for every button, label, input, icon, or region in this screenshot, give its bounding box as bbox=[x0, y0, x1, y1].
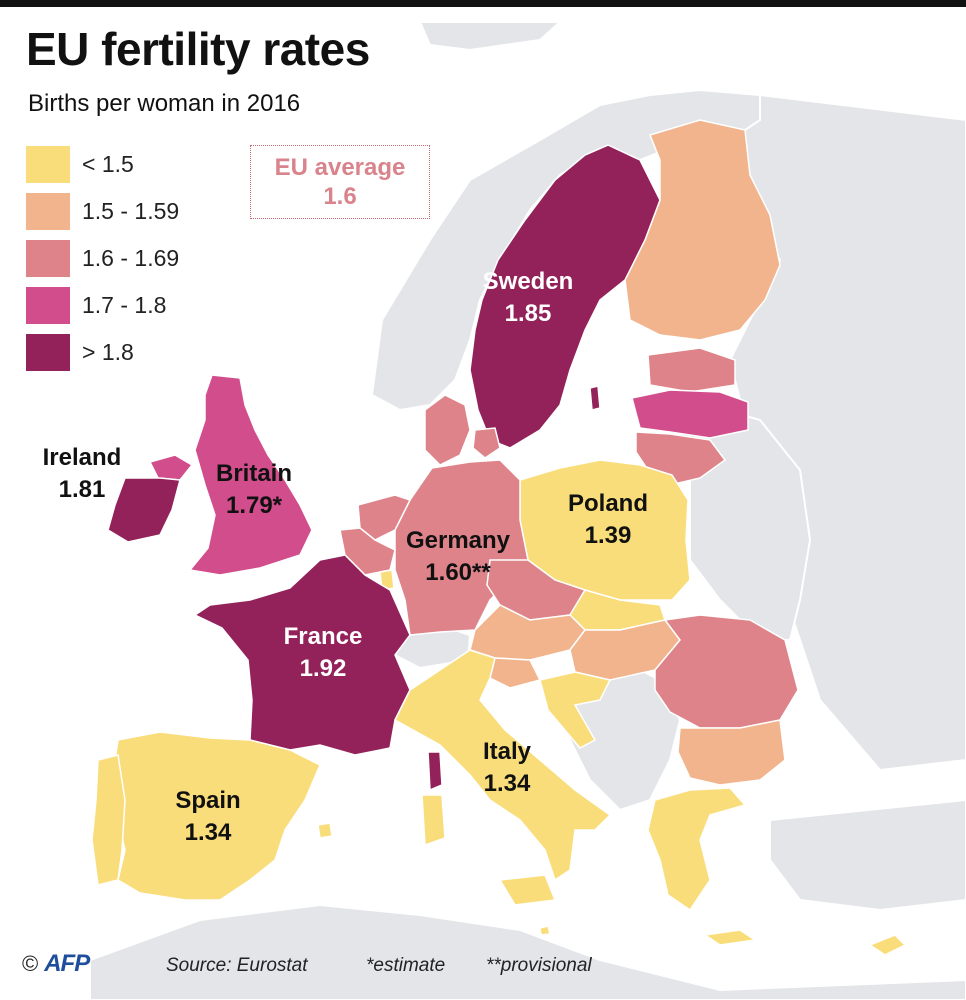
legend: < 1.5 1.5 - 1.59 1.6 - 1.69 1.7 - 1.8 > … bbox=[26, 146, 179, 381]
legend-swatch bbox=[26, 193, 70, 230]
copyright-symbol: © bbox=[22, 951, 39, 976]
country-name: Italy bbox=[482, 738, 532, 765]
legend-label: 1.6 - 1.69 bbox=[82, 245, 180, 271]
legend-label: > 1.8 bbox=[82, 339, 134, 365]
country-label-poland: Poland 1.39 bbox=[548, 488, 668, 552]
legend-item: 1.5 - 1.59 bbox=[26, 193, 179, 230]
legend-swatch bbox=[26, 334, 70, 371]
country-label-italy: Italy 1.34 bbox=[447, 736, 567, 800]
country-value: 1.92 bbox=[299, 655, 347, 682]
legend-label: 1.7 - 1.8 bbox=[82, 292, 167, 318]
estimate-note: *estimate bbox=[366, 955, 446, 976]
country-value: 1.81 bbox=[58, 476, 106, 503]
country-name: Ireland bbox=[42, 444, 122, 471]
country-value: 1.60** bbox=[425, 559, 491, 586]
country-label-germany: Germany 1.60** bbox=[384, 525, 532, 589]
legend-item: < 1.5 bbox=[26, 146, 179, 183]
eu-average-label: EU average bbox=[274, 154, 406, 181]
chart-title: EU fertility rates bbox=[26, 23, 370, 75]
country-value: 1.85 bbox=[504, 300, 552, 327]
country-value: 1.79* bbox=[225, 492, 283, 519]
country-name: Britain bbox=[215, 460, 292, 487]
country-label-britain: Britain 1.79* bbox=[196, 458, 312, 522]
afp-credit: © AFP bbox=[22, 950, 90, 978]
country-name: Poland bbox=[567, 490, 648, 517]
country-label-france: France 1.92 bbox=[263, 621, 383, 685]
legend-item: > 1.8 bbox=[26, 334, 179, 371]
chart-subtitle: Births per woman in 2016 bbox=[28, 90, 301, 117]
country-name: France bbox=[283, 623, 363, 650]
provisional-note: **provisional bbox=[486, 955, 592, 976]
legend-swatch bbox=[26, 240, 70, 277]
legend-swatch bbox=[26, 287, 70, 324]
afp-logo: AFP bbox=[44, 950, 90, 977]
country-name: Sweden bbox=[482, 268, 574, 295]
country-value: 1.39 bbox=[584, 522, 632, 549]
eu-average-box: EU average 1.6 bbox=[250, 145, 430, 219]
legend-swatch bbox=[26, 146, 70, 183]
country-label-spain: Spain 1.34 bbox=[148, 785, 268, 849]
country-value: 1.34 bbox=[483, 770, 531, 797]
legend-item: 1.7 - 1.8 bbox=[26, 287, 179, 324]
legend-label: < 1.5 bbox=[82, 151, 134, 177]
source-note: Source: Eurostat bbox=[166, 955, 308, 976]
europe-map bbox=[0, 7, 966, 1000]
country-name: Germany bbox=[405, 527, 511, 554]
country-name: Spain bbox=[175, 787, 241, 814]
legend-item: 1.6 - 1.69 bbox=[26, 240, 179, 277]
country-label-ireland: Ireland 1.81 bbox=[22, 442, 142, 506]
eu-average-value: 1.6 bbox=[323, 183, 357, 210]
top-bar bbox=[0, 0, 966, 7]
country-value: 1.34 bbox=[184, 819, 232, 846]
legend-label: 1.5 - 1.59 bbox=[82, 198, 180, 224]
country-label-sweden: Sweden 1.85 bbox=[468, 266, 588, 330]
